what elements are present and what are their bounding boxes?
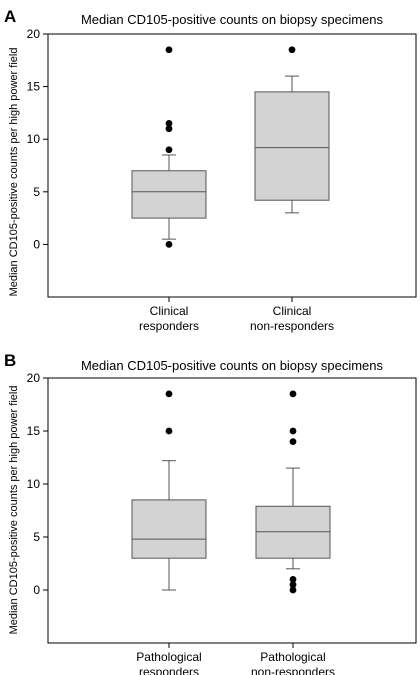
plot-area-a: 05101520ClinicalrespondersClinicalnon-re…: [27, 27, 417, 333]
y-tick-label: 0: [33, 583, 40, 597]
panel-b: B Median CD105-positive counts on biopsy…: [4, 351, 417, 675]
iqr-box: [254, 91, 330, 201]
x-category-label: non-responders: [251, 665, 335, 675]
plot-area-b: 05101520PathologicalrespondersPathologic…: [27, 371, 417, 675]
outlier-point: [165, 427, 173, 435]
panel-label-b: B: [4, 351, 16, 370]
x-category-label: Pathological: [136, 650, 201, 664]
outlier-point: [165, 146, 173, 154]
y-tick-label: 5: [33, 185, 40, 199]
box-group: [255, 390, 331, 594]
box-group: [131, 46, 207, 248]
plot-frame: [47, 33, 417, 298]
box-group: [131, 390, 207, 591]
outlier-point: [289, 586, 297, 594]
chart-title-a: Median CD105-positive counts on biopsy s…: [81, 12, 384, 27]
y-tick-label: 15: [27, 424, 41, 438]
y-tick-label: 15: [27, 80, 41, 94]
y-tick-label: 0: [33, 237, 40, 251]
iqr-box: [131, 499, 207, 559]
x-category-label: responders: [139, 319, 199, 333]
box-group: [254, 46, 330, 214]
iqr-box: [131, 170, 207, 219]
y-tick-label: 5: [33, 530, 40, 544]
y-axis-label-a: Median CD105-positive counts per high po…: [8, 48, 20, 297]
x-category-label: responders: [139, 665, 199, 675]
panel-a: A Median CD105-positive counts on biopsy…: [4, 7, 417, 333]
outlier-point: [289, 390, 297, 398]
outlier-point: [165, 390, 173, 398]
outlier-point: [165, 125, 173, 133]
y-tick-label: 10: [27, 132, 41, 146]
panel-label-a: A: [4, 7, 16, 26]
chart-title-b: Median CD105-positive counts on biopsy s…: [81, 358, 384, 373]
outlier-point: [289, 438, 297, 445]
y-tick-label: 20: [27, 27, 41, 41]
outlier-point: [165, 120, 173, 127]
x-category-label: non-responders: [250, 319, 334, 333]
plot-frame: [47, 377, 417, 644]
y-axis-label-b: Median CD105-positive counts per high po…: [8, 386, 20, 635]
outlier-point: [289, 581, 297, 589]
outlier-point: [289, 576, 297, 583]
x-category-label: Clinical: [273, 304, 312, 318]
x-category-label: Pathological: [260, 650, 325, 664]
outlier-point: [165, 46, 173, 54]
outlier-point: [289, 427, 297, 435]
x-category-label: Clinical: [150, 304, 189, 318]
outlier-point: [288, 46, 296, 54]
y-tick-label: 10: [27, 477, 41, 491]
iqr-box: [255, 505, 331, 559]
outlier-point: [165, 241, 173, 248]
y-tick-label: 20: [27, 371, 41, 385]
